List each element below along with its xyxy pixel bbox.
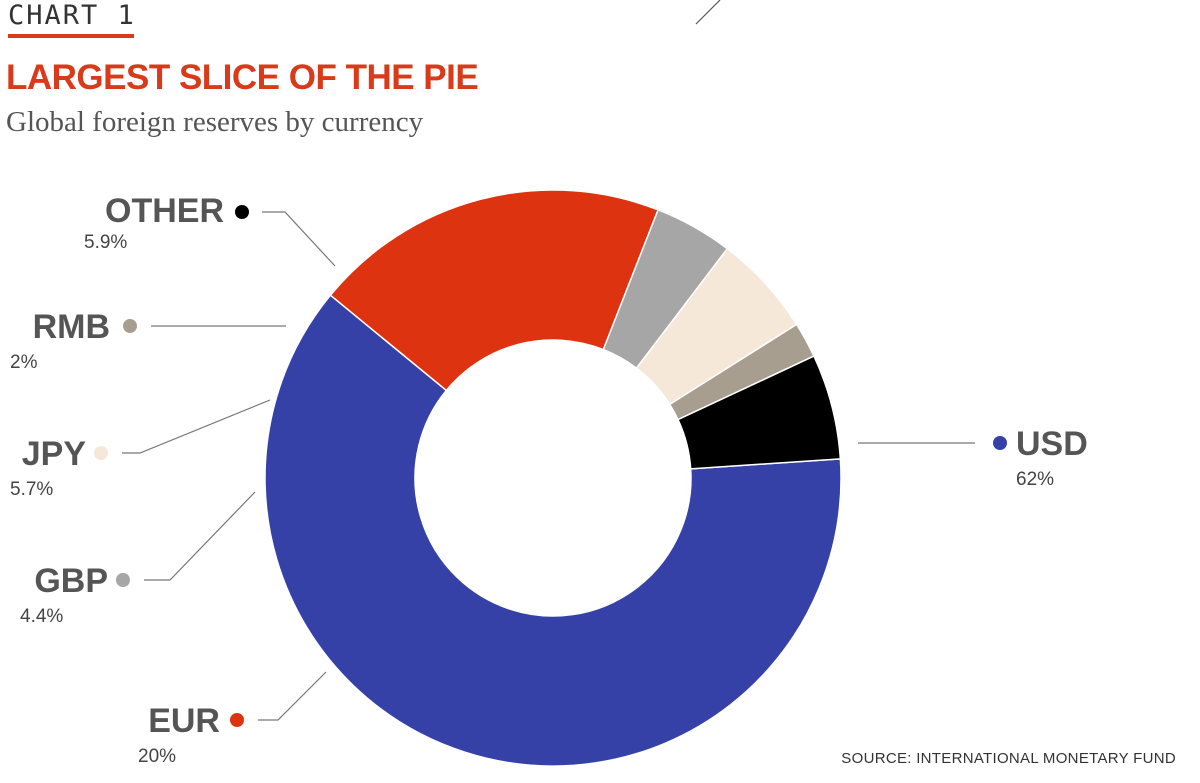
slice-eur [329, 189, 660, 392]
slice-label-jpy: JPY [22, 435, 87, 473]
slice-usd [264, 294, 842, 767]
leader-line-eur [258, 671, 327, 721]
leader-line-jpy [122, 399, 271, 454]
slice-label-rmb: RMB [33, 308, 110, 346]
leader-line-gbp [144, 491, 256, 581]
slice-value-jpy: 5.7% [10, 479, 53, 500]
slice-value-eur: 20% [138, 746, 176, 767]
legend-dot-jpy [94, 446, 108, 460]
legend-dot-eur [230, 713, 244, 727]
legend-dot-gbp [116, 573, 130, 587]
legend-dot-other [235, 205, 249, 219]
source-note: SOURCE: INTERNATIONAL MONETARY FUND [841, 750, 1176, 767]
slice-value-other: 5.9% [84, 232, 127, 253]
slice-value-gbp: 4.4% [20, 606, 63, 627]
leader-line-other [262, 211, 336, 267]
slice-label-eur: EUR [148, 702, 220, 740]
chart-kicker: CHART 1 [8, 0, 136, 31]
chart-subtitle: Global foreign reserves by currency [6, 106, 424, 138]
chart-title: LARGEST SLICE OF THE PIE [6, 58, 479, 97]
slice-label-gbp: GBP [34, 562, 108, 600]
legend-dot-rmb [123, 319, 137, 333]
slice-value-usd: 62% [1016, 469, 1054, 490]
kicker-underline [8, 34, 134, 38]
slice-label-usd: USD [1016, 425, 1088, 463]
slice-label-other: OTHER [105, 192, 224, 230]
slice-value-rmb: 2% [10, 352, 38, 373]
slice-other [677, 355, 842, 470]
decorative-diagonal-line [695, 0, 721, 25]
legend-dot-usd [993, 436, 1007, 450]
